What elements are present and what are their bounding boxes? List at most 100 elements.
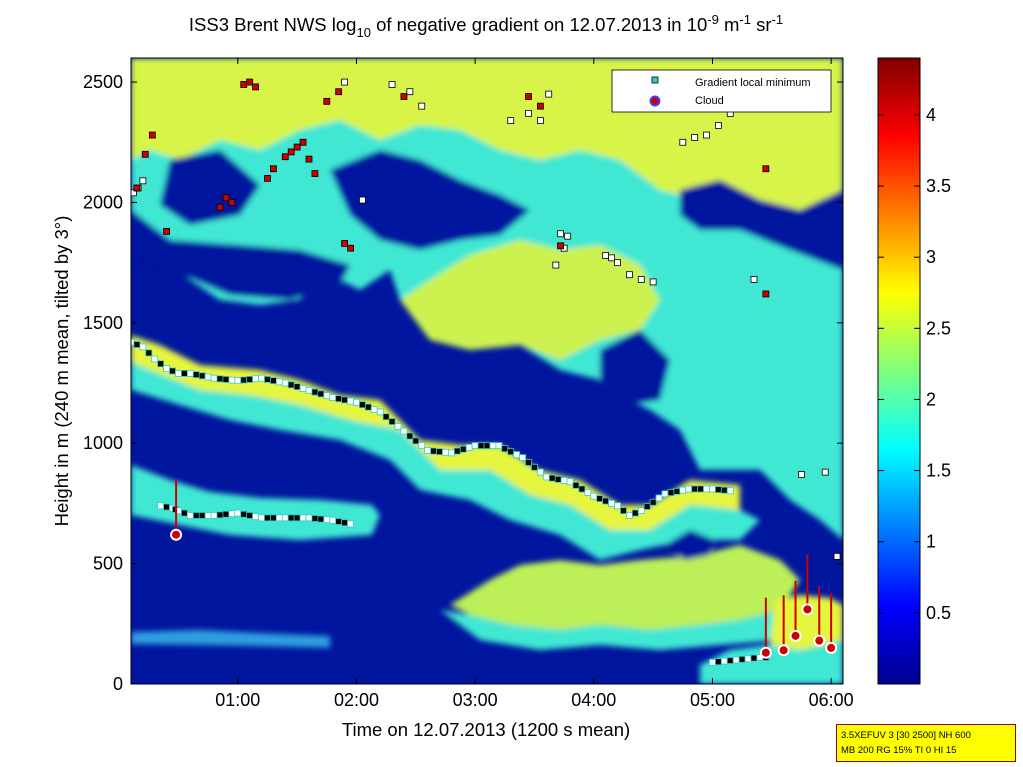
gradient-minimum-point-high	[163, 227, 171, 235]
gradient-minimum-point	[145, 349, 153, 357]
gradient-minimum-point	[637, 276, 645, 283]
gradient-minimum-point	[246, 512, 254, 519]
gradient-minimum-point	[216, 511, 224, 519]
gradient-minimum-point	[626, 512, 633, 519]
gradient-minimum-point-high	[323, 97, 331, 105]
gradient-minimum-point	[447, 449, 455, 457]
legend: Gradient local minimum Cloud	[611, 69, 832, 113]
colorbar-gradient	[877, 57, 921, 685]
gradient-minimum-point	[483, 442, 491, 450]
gradient-minimum-point	[180, 370, 188, 377]
gradient-minimum-point	[557, 230, 564, 238]
gradient-minimum-point	[655, 494, 663, 502]
colorbar: 0.5 1 1.5 2 2.5 3 3.5 4	[877, 57, 951, 685]
chart-title: ISS3 Brent NWS log10 of negative gradien…	[189, 12, 783, 40]
gradient-minimum-point	[661, 490, 669, 498]
gradient-minimum-point	[406, 432, 414, 440]
gradient-minimum-point	[564, 232, 572, 240]
plot-frame	[130, 57, 844, 685]
band-main-cyan	[131, 362, 760, 560]
gradient-minimum-point	[608, 500, 615, 507]
gradient-minimum-point	[442, 448, 449, 456]
gradient-minimum-point	[293, 514, 301, 522]
cloud-point	[801, 603, 814, 616]
gradient-minimum-point-high	[281, 153, 289, 161]
y-tick-label: 2500	[83, 72, 123, 92]
gradient-minimum-point	[275, 514, 283, 522]
heatmap-fields	[131, 58, 843, 684]
gradient-minimum-point	[163, 365, 171, 372]
gradient-minimum-point	[679, 138, 687, 146]
x-tick-label: 04:00	[571, 690, 616, 710]
gradient-minimum-point	[157, 360, 165, 368]
info-line-2: MB 200 RG 15% TI 0 HI 15	[841, 745, 957, 756]
gradient-minimum-point	[358, 401, 366, 409]
gradient-minimum-point	[347, 397, 354, 405]
gradient-minimum-point	[578, 485, 586, 493]
gradient-minimum-point-high	[252, 83, 260, 91]
gradient-minimum-point-high	[141, 150, 149, 158]
gradient-minimum-point	[341, 519, 349, 527]
gradient-minimum-point	[720, 657, 728, 665]
gradient-minimum-point	[649, 498, 657, 506]
gradient-minimum-point	[311, 388, 319, 396]
gradient-minimum-point	[584, 489, 592, 496]
gradient-minimum-point	[234, 509, 242, 517]
gradient-minimum-point-high	[400, 93, 408, 100]
gradient-minimum-point	[631, 509, 639, 517]
gradient-minimum-point	[157, 502, 165, 510]
gradient-minimum-point	[412, 437, 420, 445]
gradient-minimum-point	[186, 512, 194, 519]
gradient-minimum-point-high	[762, 165, 770, 173]
field-lower	[450, 545, 800, 630]
gradient-minimum-point	[679, 486, 687, 494]
y-tick-label: 1500	[83, 313, 123, 333]
gradient-minimum-point	[216, 375, 224, 383]
gradient-minimum-point	[554, 475, 562, 483]
gradient-minimum-point	[210, 374, 218, 382]
data-marks	[131, 78, 841, 666]
gradient-minimum-point-high	[287, 148, 295, 156]
gradient-minimum-point	[602, 497, 610, 505]
gradient-minimum-point	[436, 448, 443, 456]
cloud-point	[825, 641, 838, 654]
gradient-minimum-point	[531, 463, 538, 471]
gradient-minimum-point	[709, 658, 716, 666]
gradient-minimum-point	[471, 442, 479, 450]
legend-box	[611, 69, 832, 113]
gradient-minimum-point	[341, 396, 349, 404]
gradient-minimum-point	[222, 376, 230, 383]
info-line-1: 3.5XEFUV 3 [30 2500] NH 600	[841, 730, 971, 741]
gradient-minimum-point	[264, 376, 271, 383]
gradient-minimum-point-high	[148, 131, 156, 139]
gradient-minimum-point	[287, 381, 295, 389]
gradient-minimum-point	[726, 657, 734, 664]
gradient-minimum-point	[643, 503, 651, 510]
gradient-minimum-point	[198, 512, 206, 519]
x-tick-label: 06:00	[809, 690, 854, 710]
gradient-minimum-point	[394, 422, 402, 430]
gradient-minimum-point	[614, 259, 621, 267]
gradient-minimum-point	[287, 514, 295, 522]
gradient-minimum-point	[376, 408, 384, 416]
gradient-minimum-point	[507, 448, 515, 456]
gradient-minimum-point	[275, 378, 283, 386]
hole-5	[600, 330, 670, 405]
gradient-minimum-point	[347, 520, 354, 528]
gradient-minimum-point	[269, 514, 277, 522]
y-tick-label: 0	[113, 674, 123, 694]
colorbar-ticks: 0.5 1 1.5 2 2.5 3 3.5 4	[878, 105, 951, 623]
gradient-minimum-point	[537, 468, 544, 476]
gradient-minimum-point	[697, 485, 704, 493]
gradient-minimum-point	[545, 90, 553, 98]
gradient-minimum-point	[281, 379, 289, 387]
gradient-minimum-point	[258, 374, 265, 382]
colorbar-tick-label: 3.5	[926, 176, 951, 196]
gradient-minimum-point	[353, 398, 360, 406]
gradient-minimum-point	[335, 518, 343, 525]
x-tick-label: 05:00	[690, 690, 735, 710]
gradient-minimum-point	[258, 514, 265, 522]
x-tick-label: 01:00	[215, 690, 260, 710]
y-ticks: 0 500 1000 1500 2000 2500	[83, 72, 843, 694]
gradient-minimum-point-high	[311, 170, 319, 177]
